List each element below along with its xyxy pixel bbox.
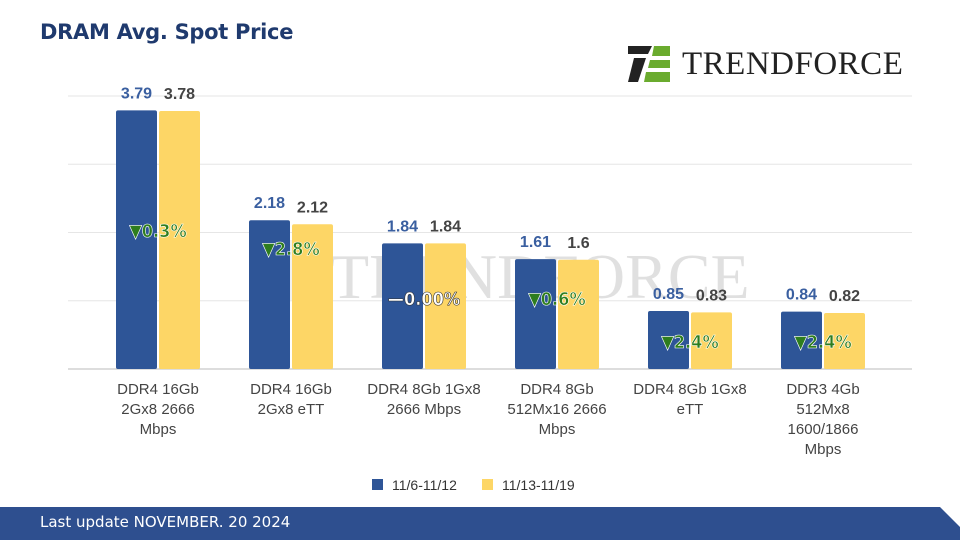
price-change-label: ▼2.4% bbox=[661, 332, 718, 353]
trendforce-logo-text: TRENDFORCE bbox=[682, 45, 904, 82]
data-label: 1.6 bbox=[567, 235, 589, 252]
legend-label: 11/13-11/19 bbox=[502, 477, 575, 493]
price-change-label: ▼0.3% bbox=[129, 221, 186, 242]
bar-series1 bbox=[515, 259, 556, 369]
bar-series2 bbox=[292, 224, 333, 369]
bar-series1 bbox=[648, 310, 689, 369]
bar-series1 bbox=[116, 110, 157, 370]
legend-swatch bbox=[482, 479, 493, 490]
x-tick-label: eTT bbox=[677, 401, 704, 418]
x-tick-label: 2Gx8 eTT bbox=[258, 401, 325, 418]
trendforce-logo-icon bbox=[628, 46, 670, 82]
price-change-label: ▼2.4% bbox=[794, 332, 851, 353]
data-label: 1.61 bbox=[520, 234, 551, 251]
bar-series2 bbox=[425, 243, 466, 369]
x-tick-label: 2Gx8 2666 bbox=[121, 401, 194, 418]
data-label: 3.78 bbox=[164, 86, 195, 103]
data-label: 0.85 bbox=[653, 286, 684, 303]
bar-series1 bbox=[781, 311, 822, 369]
data-label: 0.84 bbox=[786, 287, 817, 304]
x-tick-label: 512Mx16 2666 bbox=[507, 401, 606, 418]
data-label: 3.79 bbox=[121, 85, 152, 102]
bar-series1 bbox=[249, 220, 290, 369]
x-tick-label: DDR4 8Gb 1Gx8 bbox=[367, 381, 480, 398]
bar-series2 bbox=[159, 111, 200, 369]
price-change-label: —0.00% bbox=[388, 289, 460, 310]
bar-series2 bbox=[824, 313, 865, 369]
x-tick-label: Mbps bbox=[140, 421, 177, 438]
x-tick-label: DDR4 16Gb bbox=[250, 381, 332, 398]
bar-series1 bbox=[382, 243, 423, 369]
x-tick-label: Mbps bbox=[539, 421, 576, 438]
x-tick-label: DDR4 8Gb bbox=[520, 381, 593, 398]
data-label: 2.18 bbox=[254, 195, 285, 212]
data-label: 2.12 bbox=[297, 199, 328, 216]
x-tick-label: 512Mx8 bbox=[796, 401, 849, 418]
last-update-text: Last update NOVEMBER. 20 2024 bbox=[40, 513, 291, 531]
bar-series2 bbox=[691, 312, 732, 369]
legend-label: 11/6-11/12 bbox=[392, 477, 457, 493]
footer-band bbox=[0, 507, 960, 540]
x-tick-label: 1600/1866 bbox=[788, 421, 859, 438]
x-tick-label: Mbps bbox=[805, 441, 842, 458]
trendforce-logo: TRENDFORCE bbox=[626, 44, 903, 84]
chart-title: DRAM Avg. Spot Price bbox=[40, 20, 294, 44]
legend-swatch bbox=[372, 479, 383, 490]
data-label: 0.82 bbox=[829, 288, 860, 305]
x-tick-label: DDR4 8Gb 1Gx8 bbox=[633, 381, 746, 398]
data-label: 0.83 bbox=[696, 287, 727, 304]
data-label: 1.84 bbox=[387, 218, 418, 235]
bar-series2 bbox=[558, 259, 599, 369]
data-label: 1.84 bbox=[430, 218, 461, 235]
x-tick-label: 2666 Mbps bbox=[387, 401, 461, 418]
x-tick-label: DDR3 4Gb bbox=[786, 381, 859, 398]
price-change-label: ▼0.6% bbox=[528, 289, 585, 310]
x-tick-label: DDR4 16Gb bbox=[117, 381, 199, 398]
price-change-label: ▼2.8% bbox=[262, 239, 319, 260]
